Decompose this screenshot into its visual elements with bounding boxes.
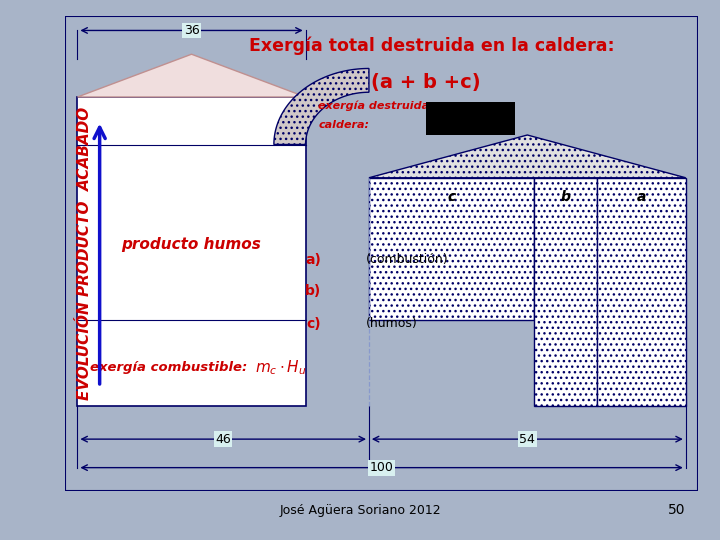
Text: 36: 36 bbox=[184, 24, 199, 37]
Text: (a + b +c): (a + b +c) bbox=[371, 72, 480, 92]
Text: b): b) bbox=[305, 284, 321, 298]
Text: EVOLUCIÓN PRODUCTO  ACABADO: EVOLUCIÓN PRODUCTO ACABADO bbox=[78, 107, 92, 401]
Text: exergía destruida en: exergía destruida en bbox=[318, 101, 449, 111]
Text: 54: 54 bbox=[519, 433, 535, 446]
Text: 50: 50 bbox=[668, 503, 685, 517]
Bar bbox=[597, 178, 685, 406]
Text: b: b bbox=[560, 190, 570, 204]
Polygon shape bbox=[78, 54, 305, 97]
Text: Exergía total destruida en la caldera:: Exergía total destruida en la caldera: bbox=[249, 37, 615, 55]
Bar bbox=[369, 178, 534, 320]
Text: 46: 46 bbox=[215, 433, 231, 446]
Text: c): c) bbox=[307, 317, 321, 331]
Text: caldera:: caldera: bbox=[318, 120, 369, 130]
Text: producto humos: producto humos bbox=[122, 237, 261, 252]
Text: a: a bbox=[636, 190, 646, 204]
Text: a): a) bbox=[305, 253, 321, 267]
Text: exergía combustible:: exergía combustible: bbox=[90, 361, 252, 374]
Text: 100: 100 bbox=[369, 461, 394, 474]
Bar bbox=[426, 102, 515, 135]
Text: (humos): (humos) bbox=[366, 318, 418, 330]
Bar bbox=[78, 97, 305, 406]
Polygon shape bbox=[274, 69, 369, 145]
Polygon shape bbox=[369, 135, 685, 178]
Text: c: c bbox=[447, 190, 456, 204]
Text: $m_c \cdot H_u$: $m_c \cdot H_u$ bbox=[255, 359, 307, 377]
Text: José Agüera Soriano 2012: José Agüera Soriano 2012 bbox=[279, 504, 441, 517]
Bar bbox=[534, 178, 597, 406]
Text: (combustión): (combustión) bbox=[366, 253, 449, 266]
